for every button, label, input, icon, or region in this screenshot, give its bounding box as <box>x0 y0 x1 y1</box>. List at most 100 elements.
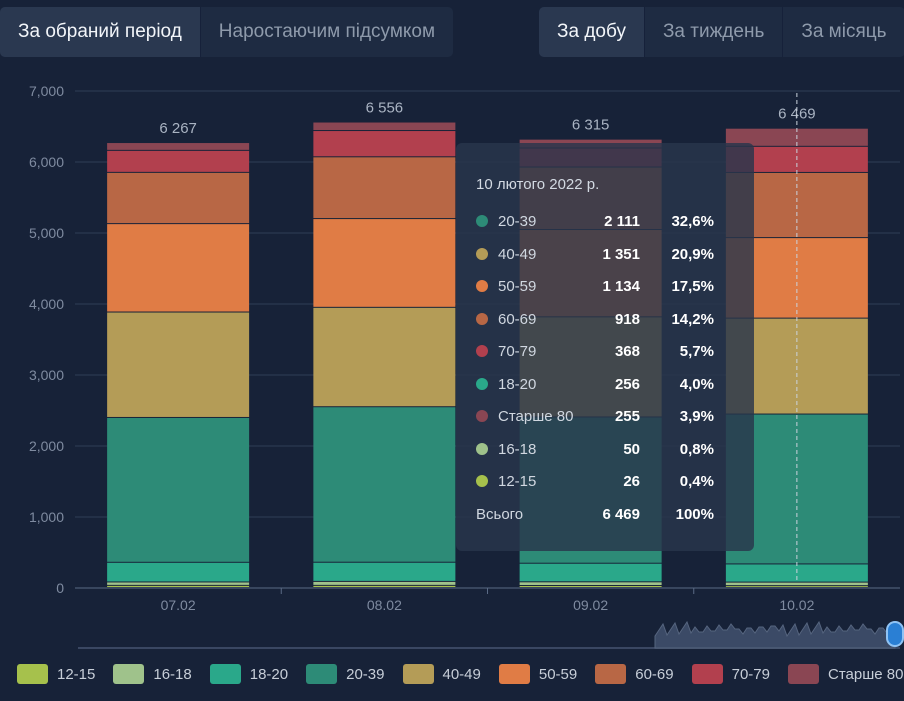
bar-segment <box>519 586 662 587</box>
y-tick-label: 0 <box>56 580 64 596</box>
series-dot-icon <box>476 475 488 487</box>
bar-total-label: 6 267 <box>159 120 197 137</box>
y-tick-label: 7,000 <box>29 83 64 99</box>
tooltip-series-pct: 14,2% <box>671 310 714 328</box>
tooltip-series-value: 1 134 <box>602 278 640 295</box>
series-dot-icon <box>476 215 488 227</box>
tooltip-series-value: 256 <box>614 375 640 393</box>
legend-item[interactable]: 40-49 <box>402 664 481 684</box>
legend-item[interactable]: 18-20 <box>209 664 289 684</box>
x-tick-label: 10.02 <box>779 597 814 613</box>
bar-segment <box>107 417 250 562</box>
bar-segment <box>725 564 868 582</box>
tooltip-series-name: 60-69 <box>498 310 537 328</box>
series-dot-icon <box>476 410 488 422</box>
granularity-tab-group: За добу За тиждень За місяць <box>539 7 904 57</box>
legend-label: 16-18 <box>153 665 192 683</box>
legend-swatch <box>691 664 723 684</box>
series-dot-icon <box>476 312 488 325</box>
tooltip-series-name: 16-18 <box>498 440 537 458</box>
tooltip-total-row: Всього 6 469 100% <box>476 503 734 525</box>
series-dot-icon <box>476 345 488 357</box>
legend-item[interactable]: 20-39 <box>306 664 385 684</box>
legend-swatch <box>498 664 530 684</box>
bar-segment <box>107 562 250 582</box>
bar-segment <box>725 586 868 587</box>
tooltip-series-name: 40-49 <box>498 245 537 263</box>
legend-label: 50-59 <box>538 665 578 683</box>
tooltip-date: 10 лютого 2022 р. <box>476 176 600 193</box>
tooltip-series-value: 2 111 <box>604 213 640 230</box>
tooltip-series-pct: 4,0% <box>679 375 714 393</box>
navigator-handle[interactable] <box>886 621 904 647</box>
tooltip-row: 50-59 1 134 17,5% <box>476 275 734 297</box>
tooltip-series-pct: 0,8% <box>679 440 714 458</box>
bar-segment <box>107 172 250 224</box>
x-tick-label: 08.02 <box>367 597 402 613</box>
period-tab-group: За обраний період Наростаючим підсумком <box>0 7 454 57</box>
bar-total-label: 6 315 <box>572 117 610 134</box>
tooltip-row: 20-39 2 111 32,6% <box>476 210 734 232</box>
tooltip-series-value: 255 <box>614 408 640 425</box>
tab-cumulative[interactable]: Наростаючим підсумком <box>199 7 453 57</box>
legend-swatch <box>209 664 241 684</box>
series-dot-icon <box>476 280 488 292</box>
tooltip-row: 70-79 368 5,7% <box>476 340 734 362</box>
legend-item[interactable]: Старше 80 <box>788 664 903 684</box>
legend-label: 70-79 <box>731 665 770 683</box>
tooltip-series-name: 18-20 <box>498 375 537 393</box>
tooltip-series-pct: 3,9% <box>679 408 714 425</box>
legend-item[interactable]: 50-59 <box>498 664 578 684</box>
legend-label: 12-15 <box>57 665 96 683</box>
tooltip-row: Старше 80 255 3,9% <box>476 405 734 427</box>
legend-item[interactable]: 12-15 <box>17 664 95 684</box>
tab-weekly[interactable]: За тиждень <box>643 7 782 57</box>
bar-segment <box>313 585 456 587</box>
legend-item[interactable]: 60-69 <box>595 664 674 684</box>
bar-segment <box>313 407 456 562</box>
bar-segment <box>519 582 662 586</box>
bar-total-label: 6 556 <box>366 100 404 117</box>
y-tick-label: 1,000 <box>29 509 64 525</box>
tab-daily[interactable]: За добу <box>539 7 644 57</box>
y-tick-label: 5,000 <box>29 225 64 241</box>
bar-segment <box>313 307 456 407</box>
legend-label: 18-20 <box>249 665 289 683</box>
legend-item[interactable]: 16-18 <box>113 664 192 684</box>
legend-item[interactable]: 70-79 <box>691 664 770 684</box>
bar-segment <box>313 219 456 307</box>
legend-swatch <box>306 664 338 684</box>
bar-segment <box>313 157 456 219</box>
tooltip-series-name: 12-15 <box>498 473 537 490</box>
tooltip-series-value: 368 <box>614 343 640 360</box>
tooltip-row: 60-69 918 14,2% <box>476 308 734 330</box>
tooltip-series-pct: 32,6% <box>671 213 714 230</box>
legend-swatch <box>595 664 627 684</box>
tooltip-total-pct: 100% <box>675 506 714 523</box>
y-tick-label: 6,000 <box>29 154 64 170</box>
tooltip-series-name: Старше 80 <box>498 408 574 425</box>
tooltip-series-pct: 20,9% <box>671 245 714 263</box>
tooltip-series-pct: 5,7% <box>679 343 714 360</box>
legend-swatch <box>788 664 819 684</box>
legend-swatch <box>113 664 145 684</box>
legend-swatch <box>402 664 434 684</box>
tooltip-total-value: 6 469 <box>602 506 640 523</box>
bar-segment <box>313 122 456 131</box>
navigator-series <box>654 620 896 649</box>
tab-selected-period[interactable]: За обраний період <box>0 7 200 57</box>
bar-segment <box>313 562 456 581</box>
bar-segment <box>313 581 456 585</box>
tab-monthly[interactable]: За місяць <box>782 7 904 57</box>
chart-legend: 12-15 16-18 18-20 20-39 40-49 50-59 60-69 70-79… <box>17 664 904 684</box>
legend-label: Старше 80 <box>828 665 904 683</box>
tooltip-series-pct: 0,4% <box>679 473 714 490</box>
bar-segment <box>107 224 250 312</box>
y-tick-label: 2,000 <box>29 438 64 454</box>
tooltip-row: 40-49 1 351 20,9% <box>476 243 734 265</box>
bar-segment <box>107 585 250 587</box>
tooltip-series-value: 26 <box>623 473 640 490</box>
legend-swatch <box>17 664 48 684</box>
tooltip-series-name: 20-39 <box>498 213 537 230</box>
tooltip-series-name: 70-79 <box>498 343 537 360</box>
